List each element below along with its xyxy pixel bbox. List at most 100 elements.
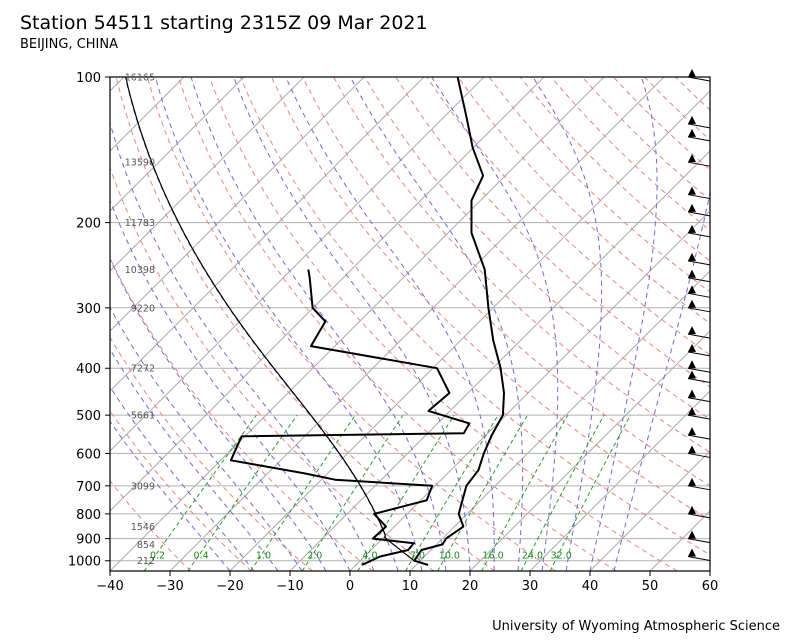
isotherm-line (110, 77, 185, 152)
isotherm-line (110, 77, 545, 512)
wind-barb (687, 307, 711, 313)
mixing-ratio-line (481, 414, 569, 571)
wind-barb (687, 76, 711, 82)
parcel-path (125, 77, 415, 562)
chart-title: Station 54511 starting 2315Z 09 Mar 2021 (20, 12, 428, 34)
dry-adiabat-line (333, 77, 710, 453)
moist-adiabat-line (349, 77, 524, 571)
isotherm-line (110, 77, 365, 332)
dry-adiabat-line (550, 77, 710, 231)
wind-barb-flag (688, 186, 696, 195)
isotherm-line (529, 390, 710, 571)
isotherm-line (110, 77, 425, 392)
moist-adiabat-line (154, 77, 423, 571)
dry-adiabat-line (395, 77, 710, 388)
mixing-ratio-label: 7.0 (410, 551, 425, 562)
height-label: 212 (137, 556, 155, 567)
wind-barb-flag (688, 326, 696, 335)
isotherm-line (289, 150, 710, 571)
wind-barb (687, 414, 711, 420)
x-tick-label: −10 (276, 579, 303, 594)
wind-barb (687, 161, 711, 167)
wind-barb-flag (688, 154, 696, 163)
mixing-ratio-label: 24.0 (522, 551, 543, 562)
y-tick-label: 200 (76, 217, 101, 232)
wind-barb (687, 538, 711, 544)
x-tick-label: 50 (642, 579, 659, 594)
moist-adiabat-line (613, 190, 710, 571)
y-tick-label: 900 (76, 533, 101, 548)
y-tick-label: 600 (76, 447, 101, 462)
wind-barb-flag (688, 252, 696, 261)
y-tick-label: 100 (76, 71, 101, 86)
mixing-ratio-line (143, 414, 257, 571)
y-tick-label: 500 (76, 409, 101, 424)
wind-barb-flag (688, 69, 696, 77)
wind-barb (687, 513, 711, 519)
x-tick-label: 10 (402, 579, 419, 594)
wind-barb (687, 378, 711, 383)
y-tick-label: 800 (76, 508, 101, 523)
wind-barb (687, 277, 711, 283)
wind-barb-flag (688, 505, 696, 514)
height-label: 10398 (125, 265, 155, 276)
wind-barb-flag (688, 530, 696, 539)
wind-barb (687, 485, 711, 491)
dry-adiabat-line (675, 77, 710, 111)
height-label: 16165 (125, 73, 155, 84)
mixing-ratio-label: 4.0 (362, 551, 377, 562)
mixing-ratio-label: 2.0 (307, 551, 322, 562)
dry-adiabat-line (426, 77, 710, 356)
mixing-ratio-line (549, 414, 631, 571)
mixing-ratio-label: 0.2 (150, 551, 165, 562)
isotherm-line (349, 210, 710, 571)
wind-barb (687, 556, 711, 561)
x-tick-label: 20 (462, 579, 479, 594)
height-label: 854 (137, 540, 155, 551)
y-tick-label: 700 (76, 480, 101, 495)
wind-barb-flag (688, 407, 696, 416)
mixing-ratio-line (405, 414, 499, 571)
dry-adiabat-line (110, 166, 435, 571)
x-tick-label: 30 (522, 579, 539, 594)
dry-adiabat-line (271, 77, 710, 521)
isotherm-line (110, 77, 125, 92)
wind-barb-flag (688, 285, 696, 294)
y-tick-label: 1000 (68, 555, 101, 570)
moist-adiabat-line (110, 120, 375, 571)
isotherm-line (589, 450, 710, 571)
wind-barb-flag (688, 477, 696, 486)
height-label: 9220 (131, 303, 155, 314)
height-label: 11783 (125, 218, 155, 229)
x-tick-label: −30 (156, 579, 183, 594)
wind-barb (687, 452, 711, 458)
moist-adiabat-line (190, 77, 447, 571)
wind-barb (687, 434, 711, 440)
isotherm-line (110, 77, 305, 272)
wind-barb (687, 260, 711, 266)
isotherm-line (0, 77, 4, 571)
dry-adiabat-line (110, 336, 313, 571)
dewpoint-profile (229, 269, 471, 566)
dry-adiabat-line (457, 77, 710, 324)
mixing-ratio-label: 32.0 (551, 551, 572, 562)
wind-barb-flag (688, 299, 696, 308)
plot-area (0, 77, 710, 571)
dry-adiabat-line (110, 409, 252, 571)
wind-barb-flag (688, 269, 696, 278)
dry-adiabat-line (110, 256, 374, 571)
x-tick-label: −20 (216, 579, 243, 594)
y-tick-label: 400 (76, 362, 101, 377)
dry-adiabat-line (644, 77, 710, 141)
height-label: 7272 (131, 364, 155, 375)
mixing-ratio-label: 16.0 (483, 551, 504, 562)
wind-barb (687, 211, 711, 217)
mixing-ratio-line (187, 414, 298, 571)
mixing-ratio-label: 10.0 (439, 551, 460, 562)
mixing-ratio-label: 0.4 (194, 551, 209, 562)
credit-text: University of Wyoming Atmospheric Scienc… (492, 619, 780, 634)
wind-barb-flag (688, 548, 696, 557)
x-tick-label: 0 (346, 579, 354, 594)
wind-barb-flag (688, 224, 696, 233)
